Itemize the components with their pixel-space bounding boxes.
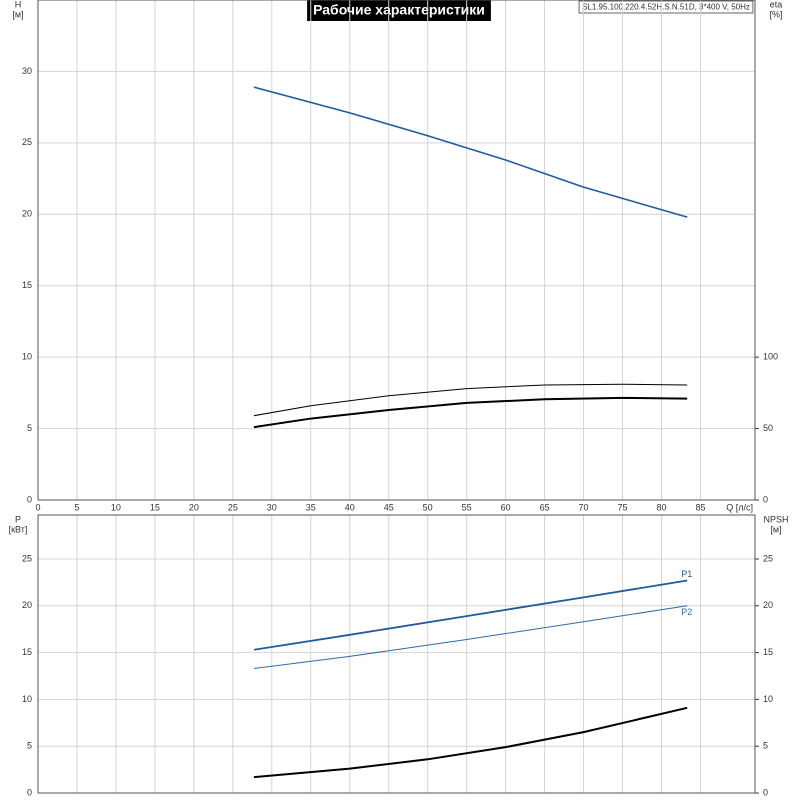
x-tick-label: 55 [462,502,472,512]
y2-axis-label: [%] [769,9,782,19]
y-tick-label: 5 [27,741,32,751]
y-tick-label: 5 [27,423,32,433]
y2-tick-label: 100 [763,352,778,362]
x-tick-label: 75 [618,502,628,512]
x-tick-label: 5 [74,502,79,512]
x-tick-label: 40 [345,502,355,512]
chart-title: Рабочие характеристики [313,2,485,18]
y2-axis-label: [м] [770,524,781,534]
x-axis-label: Q [л/с] [726,502,753,512]
y-axis-label: [кВт] [9,524,28,534]
y-tick-label: 10 [22,694,32,704]
x-tick-label: 10 [111,502,121,512]
y2-tick-label: 0 [763,494,768,504]
y2-tick-label: 5 [763,741,768,751]
x-tick-label: 15 [150,502,160,512]
y-tick-label: 30 [22,66,32,76]
y2-tick-label: 25 [763,553,773,563]
x-tick-label: 25 [228,502,238,512]
y2-tick-label: 15 [763,647,773,657]
y2-tick-label: 20 [763,600,773,610]
series-line [253,86,688,218]
series-line [253,579,688,651]
y-tick-label: 20 [22,600,32,610]
x-tick-label: 50 [423,502,433,512]
plot-frame [37,514,756,794]
info-text: SL1.95.100.220.4.52H.S.N.51D, 3*400 V, 5… [582,3,750,12]
x-tick-label: 35 [306,502,316,512]
y-axis-label: P [15,514,21,524]
y2-axis-label: eta [770,0,783,9]
series-line [253,396,688,429]
series-line [253,706,688,779]
plot-frame [37,0,756,501]
x-tick-label: 45 [384,502,394,512]
x-tick-label: 20 [189,502,199,512]
y-tick-label: 15 [22,647,32,657]
y-tick-label: 10 [22,352,32,362]
title-background [307,0,491,21]
y2-tick-label: 10 [763,694,773,704]
series-line [253,605,688,670]
x-tick-label: 0 [35,502,40,512]
y-axis-label: H [15,0,22,9]
y2-tick-label: 50 [763,423,773,433]
y-tick-label: 0 [27,494,32,504]
x-tick-label: 60 [501,502,511,512]
y-axis-label: [м] [12,9,23,19]
y-tick-label: 25 [22,137,32,147]
y-tick-label: 20 [22,209,32,219]
y-tick-label: 15 [22,280,32,290]
x-tick-label: 65 [540,502,550,512]
y-tick-label: 25 [22,553,32,563]
series-line [253,383,688,417]
series-label: P1 [681,569,692,579]
x-tick-label: 70 [579,502,589,512]
x-tick-label: 30 [267,502,277,512]
y-tick-label: 0 [27,787,32,797]
x-tick-label: 85 [695,502,705,512]
series-label: P2 [681,607,692,617]
y2-tick-label: 0 [763,787,768,797]
x-tick-label: 80 [656,502,666,512]
y2-axis-label: NPSH [763,514,788,524]
